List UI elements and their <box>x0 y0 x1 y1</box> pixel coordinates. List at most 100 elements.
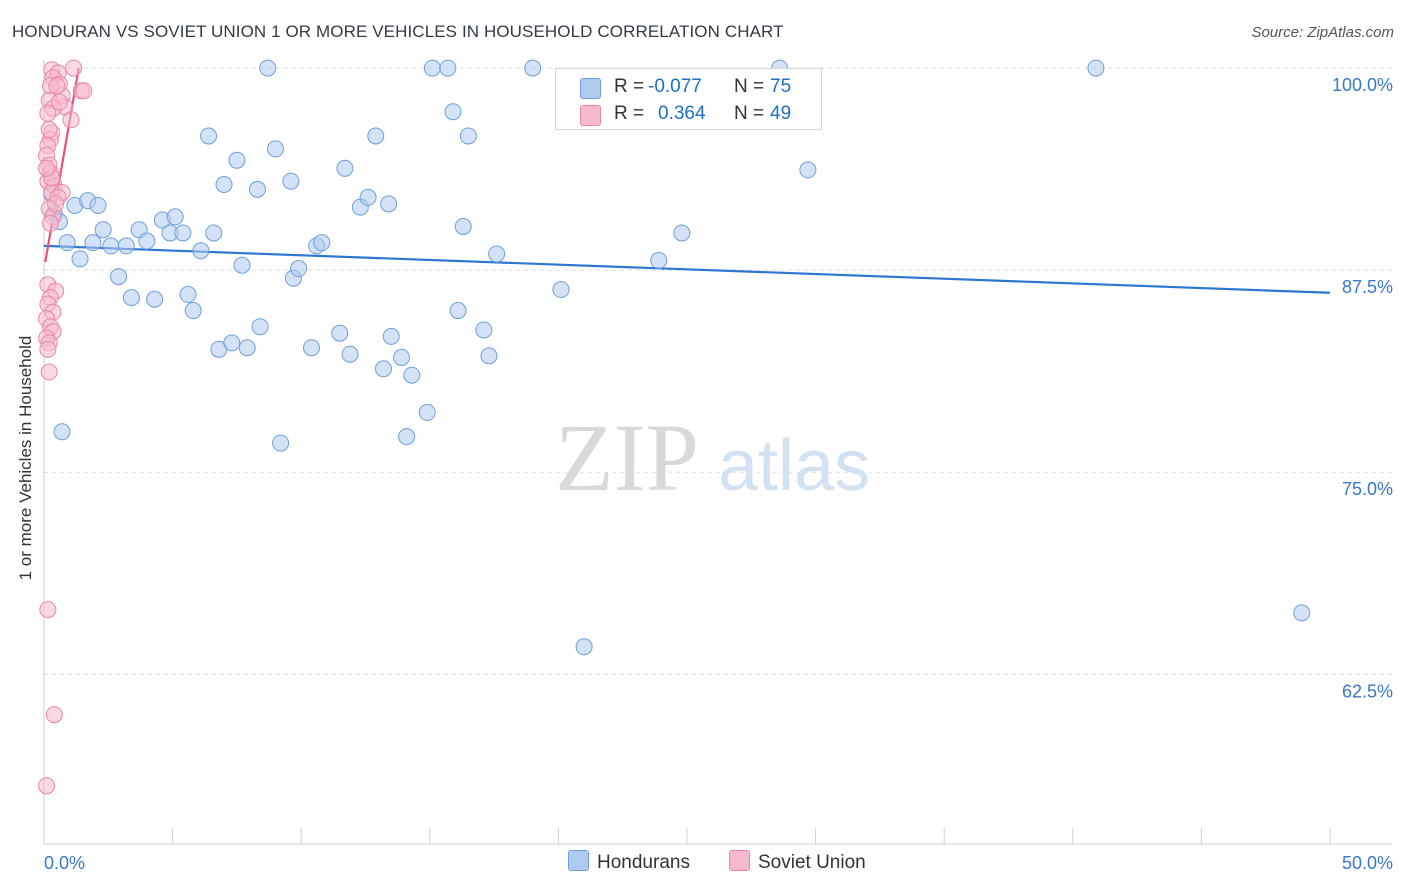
honduran-point <box>454 217 472 235</box>
y-axis-label: 1 or more Vehicles in Household <box>16 335 35 581</box>
honduran-point <box>302 339 320 357</box>
honduran-point <box>266 140 284 158</box>
bottom-legend-label-soviet: Soviet Union <box>758 852 866 873</box>
honduran-point <box>1087 59 1105 77</box>
soviet-point <box>41 214 59 232</box>
honduran-point <box>382 327 400 345</box>
honduran-point <box>459 127 477 145</box>
honduran-point <box>205 224 223 242</box>
honduran-point <box>184 302 202 320</box>
honduran-point <box>251 318 269 336</box>
soviet-point <box>38 159 56 177</box>
honduran-point <box>146 290 164 308</box>
honduran-point <box>575 638 593 656</box>
soviet-point <box>47 195 65 213</box>
honduran-point <box>449 302 467 320</box>
honduran-point <box>375 360 393 378</box>
source-label: Source: ZipAtlas.com <box>1251 24 1394 41</box>
soviet-point <box>40 121 58 139</box>
chart-title: HONDURAN VS SOVIET UNION 1 OR MORE VEHIC… <box>12 22 784 41</box>
bottom-legend-soviet: Soviet Union <box>729 850 866 874</box>
soviet-point <box>45 706 63 724</box>
legend-r-value-hondurans: -0.077 <box>648 76 702 97</box>
honduran-point <box>71 250 89 268</box>
honduran-point <box>200 127 218 145</box>
honduran-point <box>215 175 233 193</box>
honduran-point <box>475 321 493 339</box>
honduran-point <box>418 403 436 421</box>
honduran-point <box>138 232 156 250</box>
honduran-point <box>174 224 192 242</box>
honduran-point <box>552 281 570 299</box>
bottom-legend-hondurans: Hondurans <box>568 850 690 874</box>
honduran-point <box>313 234 331 252</box>
honduran-point <box>393 348 411 366</box>
legend-row-hondurans: R = -0.077 N = 75 <box>556 73 821 101</box>
honduran-point <box>650 251 668 269</box>
honduran-point <box>166 208 184 226</box>
honduran-point <box>403 366 421 384</box>
honduran-point <box>110 268 128 286</box>
honduran-point <box>336 159 354 177</box>
honduran-point <box>423 59 441 77</box>
bottom-legend-swatch-soviet <box>729 850 750 871</box>
honduran-point <box>233 256 251 274</box>
honduran-point <box>53 423 71 441</box>
honduran-point <box>341 345 359 363</box>
honduran-point <box>1293 604 1311 622</box>
grid-lines <box>44 67 1392 675</box>
honduran-point <box>179 285 197 303</box>
data-points <box>38 59 1311 795</box>
y-tick-label: 100.0% <box>1332 75 1393 95</box>
honduran-point <box>380 195 398 213</box>
honduran-point <box>398 428 416 446</box>
tick-labels: 62.5% 75.0% 87.5% 100.0% 0.0% 50.0% <box>44 75 1393 873</box>
bottom-legend-swatch-hondurans <box>568 850 589 871</box>
honduran-point <box>524 59 542 77</box>
soviet-point <box>39 601 57 619</box>
honduran-point <box>102 237 120 255</box>
honduran-point <box>259 59 277 77</box>
legend-r-value-soviet: 0.364 <box>658 103 706 124</box>
honduran-point <box>359 188 377 206</box>
legend-n-label: N = <box>734 76 765 97</box>
honduran-point <box>673 224 691 242</box>
honduran-point <box>84 234 102 252</box>
soviet-point <box>38 777 56 795</box>
honduran-point <box>58 234 76 252</box>
honduran-point <box>223 334 241 352</box>
honduran-point <box>331 324 349 342</box>
honduran-point <box>290 260 308 278</box>
honduran-point <box>248 180 266 198</box>
soviet-point <box>50 93 68 111</box>
watermark-zip: ZIP <box>555 404 699 511</box>
honduran-point <box>89 196 107 214</box>
honduran-point <box>192 242 210 260</box>
soviet-point <box>40 363 58 381</box>
legend-row-soviet: R = 0.364 N = 49 <box>556 100 821 128</box>
honduran-point <box>367 127 385 145</box>
honduran-point <box>122 289 140 307</box>
honduran-point <box>272 434 290 452</box>
soviet-point <box>75 82 93 100</box>
soviet-point <box>48 77 66 95</box>
legend-n-value-hondurans: 75 <box>770 76 792 97</box>
legend-swatch-hondurans <box>580 78 601 99</box>
honduran-point <box>799 161 817 179</box>
honduran-point <box>94 221 112 239</box>
legend-n-label: N = <box>734 103 765 124</box>
bottom-legend-label-hondurans: Hondurans <box>597 852 690 873</box>
honduran-point <box>238 339 256 357</box>
watermark: ZIP atlas <box>555 404 870 511</box>
honduran-trend-line <box>43 244 1331 294</box>
soviet-point <box>62 111 80 129</box>
legend-swatch-soviet <box>580 105 601 126</box>
x-tick-label-start: 0.0% <box>44 853 85 873</box>
legend-r-label: R = <box>614 76 645 97</box>
y-tick-label: 87.5% <box>1342 277 1393 297</box>
legend-n-value-soviet: 49 <box>770 103 792 124</box>
soviet-point <box>65 59 83 77</box>
correlation-legend: R = -0.077 N = 75 R = 0.364 N = 49 <box>555 68 822 130</box>
watermark-atlas: atlas <box>718 426 870 506</box>
